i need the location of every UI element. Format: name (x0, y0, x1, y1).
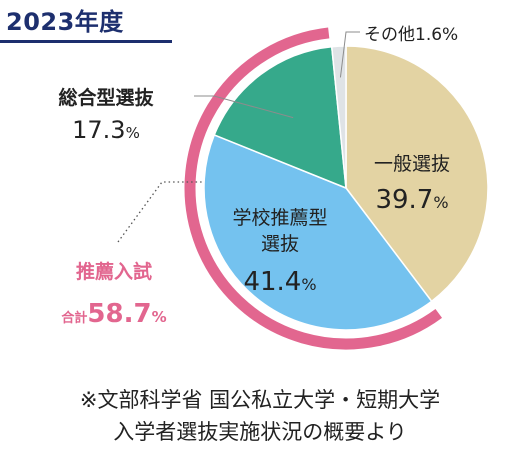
slice-label-sogo: 総合型選抜 (58, 86, 154, 109)
title-underline (0, 40, 172, 43)
recommendation-group-ring (184, 27, 443, 350)
slice-value-sogo: 17.3% (72, 116, 140, 144)
pie-slice-3 (213, 45, 347, 190)
slice-label-other: その他1.6% (364, 25, 458, 45)
chart-title: 2023年度 (6, 8, 124, 36)
group-value: 合計58.7% (61, 299, 166, 329)
leader-line-sogo (194, 95, 294, 119)
slice-label-school-rec: 学校推薦型 (232, 207, 327, 229)
slice-value-general: 39.7% (375, 185, 448, 215)
pie-slice-2 (203, 133, 433, 331)
group-label: 推薦入試 (76, 260, 152, 283)
slice-value-school-rec: 41.4% (243, 267, 316, 297)
source-note-line-1: ※文部科学省 国公私立大学・短期大学 (79, 388, 441, 412)
slice-label-general: 一般選抜 (374, 153, 450, 175)
pie-slice-4 (330, 45, 347, 189)
source-note-line-2: 入学者選抜実施状況の概要より (113, 420, 407, 444)
slice-label-school-rec-line2: 選抜 (261, 233, 299, 255)
pie-slice-1 (345, 45, 489, 303)
leader-line-other (339, 31, 360, 78)
